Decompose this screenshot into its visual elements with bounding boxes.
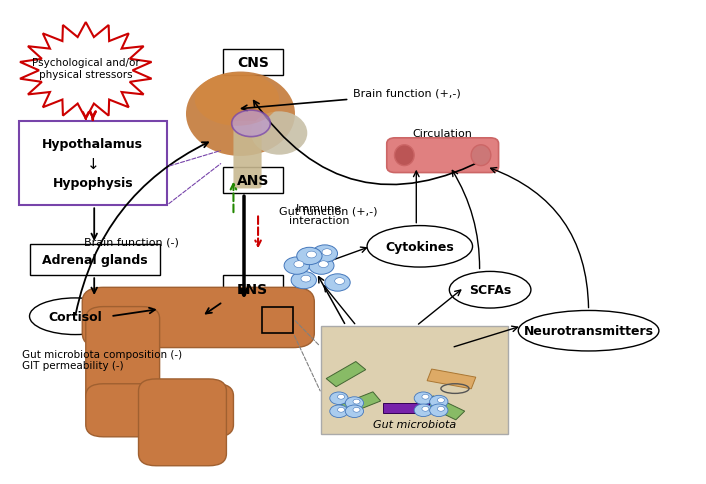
Ellipse shape [471, 146, 491, 166]
Ellipse shape [195, 74, 279, 126]
Circle shape [422, 394, 429, 399]
Circle shape [335, 278, 345, 285]
FancyBboxPatch shape [223, 167, 282, 194]
Ellipse shape [232, 111, 270, 137]
Circle shape [318, 261, 328, 268]
Circle shape [353, 408, 360, 412]
FancyBboxPatch shape [85, 307, 160, 408]
Circle shape [330, 392, 348, 405]
Text: Adrenal glands: Adrenal glands [42, 254, 148, 267]
Circle shape [306, 252, 316, 258]
Circle shape [414, 392, 433, 405]
Circle shape [322, 249, 332, 256]
Text: Neurotransmitters: Neurotransmitters [524, 325, 654, 337]
Circle shape [430, 395, 448, 408]
FancyBboxPatch shape [234, 121, 262, 189]
FancyBboxPatch shape [223, 49, 282, 76]
FancyBboxPatch shape [85, 384, 234, 437]
Circle shape [297, 248, 322, 265]
Text: Cortisol: Cortisol [48, 310, 102, 323]
Text: ANS: ANS [237, 174, 269, 188]
Polygon shape [20, 23, 152, 119]
Bar [383, 403, 429, 413]
Ellipse shape [518, 311, 659, 351]
Circle shape [353, 399, 360, 404]
Ellipse shape [449, 272, 531, 308]
Text: ENS: ENS [237, 282, 268, 296]
Circle shape [337, 408, 345, 412]
FancyBboxPatch shape [30, 244, 160, 276]
Text: Brain function (+,-): Brain function (+,-) [353, 88, 461, 98]
Circle shape [438, 398, 444, 403]
Text: Immune
interaction: Immune interaction [289, 204, 349, 225]
Circle shape [438, 407, 444, 411]
Circle shape [291, 272, 316, 289]
Circle shape [345, 397, 364, 409]
Ellipse shape [395, 146, 414, 166]
Text: Hypophysis: Hypophysis [52, 177, 133, 190]
Bar [424, 396, 465, 420]
Circle shape [301, 276, 311, 283]
Circle shape [294, 261, 304, 268]
Text: Psychological and/or
physical stressors: Psychological and/or physical stressors [32, 58, 140, 79]
FancyBboxPatch shape [387, 138, 498, 173]
Text: CNS: CNS [237, 56, 269, 70]
Text: Gut function (+,-): Gut function (+,-) [279, 206, 378, 216]
Circle shape [337, 394, 345, 399]
Text: SCFAs: SCFAs [469, 284, 511, 297]
Circle shape [414, 404, 433, 417]
Ellipse shape [186, 73, 295, 157]
Text: Gut microbiota: Gut microbiota [373, 419, 456, 429]
Circle shape [309, 257, 334, 275]
FancyBboxPatch shape [19, 121, 167, 206]
FancyBboxPatch shape [83, 287, 314, 348]
Ellipse shape [367, 226, 472, 268]
Circle shape [330, 405, 348, 418]
Bar [427, 369, 476, 389]
FancyBboxPatch shape [223, 276, 282, 302]
Text: Brain function (-): Brain function (-) [84, 237, 179, 247]
Bar [340, 392, 381, 414]
Circle shape [325, 274, 350, 291]
Text: ↓: ↓ [86, 156, 99, 171]
FancyBboxPatch shape [321, 326, 508, 435]
Circle shape [430, 404, 448, 417]
Text: Gut microbiota composition (-)
GIT permeability (-): Gut microbiota composition (-) GIT perme… [23, 349, 183, 371]
Text: Cytokines: Cytokines [385, 241, 454, 253]
Text: Hypothalamus: Hypothalamus [42, 138, 143, 151]
Bar [326, 362, 366, 387]
Bar [262, 307, 293, 333]
Ellipse shape [30, 298, 121, 335]
Ellipse shape [251, 112, 307, 155]
Circle shape [312, 245, 337, 263]
Circle shape [345, 405, 364, 418]
FancyBboxPatch shape [138, 379, 227, 466]
Circle shape [422, 407, 429, 411]
Circle shape [284, 257, 309, 275]
Text: Circulation: Circulation [413, 129, 472, 139]
